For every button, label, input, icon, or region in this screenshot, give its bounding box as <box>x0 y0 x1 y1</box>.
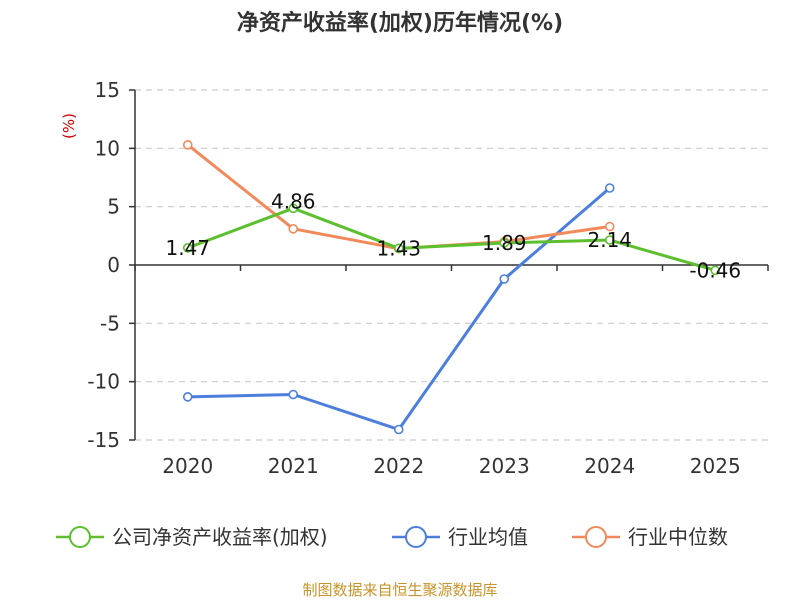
y-axis-unit: (%) <box>60 113 78 139</box>
series-group <box>182 140 721 435</box>
data-point <box>393 243 404 254</box>
data-point <box>710 265 721 276</box>
legend-marker <box>405 526 427 548</box>
data-label: 2.14 <box>587 228 632 252</box>
y-tick-label: 0 <box>107 253 120 277</box>
data-label: 1.43 <box>376 236 421 260</box>
data-point <box>499 274 510 284</box>
data-labels: 1.47 4.86 1.43 1.89 2.14 -0.46 <box>165 189 741 282</box>
y-tick-label: 10 <box>95 136 120 160</box>
data-label: 1.47 <box>165 236 210 260</box>
data-label: 1.89 <box>482 231 527 255</box>
x-tick-label: 2023 <box>479 454 530 478</box>
data-point <box>182 392 193 402</box>
data-point <box>499 238 510 248</box>
data-point <box>288 203 299 214</box>
y-tick-label: -10 <box>87 370 120 394</box>
data-point <box>182 243 193 253</box>
axes: 15 10 5 0 -5 -10 -15 2020 2021 2022 2023 2024 2025 <box>87 78 769 478</box>
legend: 公司净资产收益率(加权) 行业均值 行业中位数 <box>56 525 728 549</box>
data-point <box>182 140 193 150</box>
y-tick-label: -15 <box>87 428 120 452</box>
x-tick-label: 2025 <box>690 454 741 478</box>
chart-title: 净资产收益率(加权)历年情况(%) <box>237 10 563 36</box>
series-line <box>186 143 610 251</box>
y-tick-label: 15 <box>95 78 120 102</box>
x-tick-label: 2024 <box>584 454 635 478</box>
y-tick-label: -5 <box>100 311 120 335</box>
legend-marker <box>69 526 91 548</box>
data-label: 4.86 <box>271 189 316 213</box>
data-label: -0.46 <box>689 258 741 282</box>
data-point <box>604 235 615 245</box>
legend-label: 行业均值 <box>448 525 528 549</box>
x-tick-label: 2022 <box>373 454 424 478</box>
data-point <box>604 221 615 232</box>
data-point <box>393 424 404 435</box>
y-tick-label: 5 <box>107 195 120 219</box>
data-point <box>604 183 615 193</box>
x-tick-label: 2021 <box>268 454 319 478</box>
data-point <box>288 389 299 400</box>
legend-marker <box>585 526 607 548</box>
series-line <box>187 206 716 272</box>
legend-label: 公司净资产收益率(加权) <box>112 525 328 549</box>
source-note: 制图数据来自恒生聚源数据库 <box>302 581 497 599</box>
legend-label: 行业中位数 <box>628 525 728 549</box>
data-point <box>288 224 299 234</box>
x-tick-label: 2020 <box>162 454 213 478</box>
